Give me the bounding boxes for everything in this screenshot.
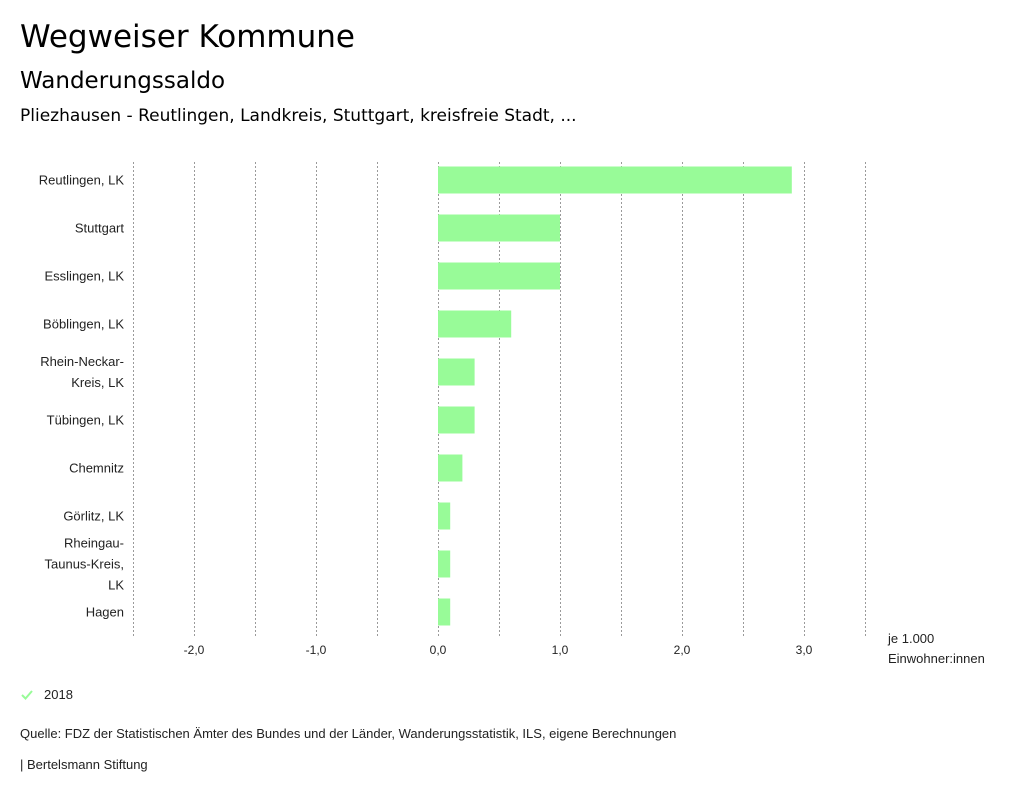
bar[interactable] (438, 454, 463, 482)
category-label: Görlitz, LK (63, 509, 124, 524)
x-axis-tick-labels: -2,0 -1,0 0,0 1,0 2,0 3,0 (184, 643, 813, 657)
grid-lines (133, 162, 866, 636)
credit-note: | Bertelsmann Stiftung (20, 757, 148, 772)
x-tick-label: 1,0 (552, 643, 569, 657)
bar[interactable] (438, 406, 475, 434)
bar-chart: Reutlingen, LK Stuttgart Esslingen, LK Böbl… (39, 162, 866, 657)
bar[interactable] (438, 598, 451, 626)
x-tick-label: 0,0 (430, 643, 447, 657)
check-icon (21, 689, 33, 700)
x-tick-label: -2,0 (184, 643, 205, 657)
category-label: LK (108, 578, 124, 593)
legend-label: 2018 (44, 687, 73, 702)
axis-unit-line-2: Einwohner:innen (888, 651, 985, 666)
bar[interactable] (438, 262, 560, 290)
category-label: Rheingau- (64, 536, 124, 551)
bar[interactable] (438, 166, 792, 194)
bar[interactable] (438, 550, 451, 578)
bar[interactable] (438, 358, 475, 386)
bar[interactable] (438, 310, 512, 338)
chart-subtitle: Wanderungssaldo (20, 68, 226, 94)
axis-unit-label: je 1.000 Einwohner:innen (888, 629, 985, 669)
category-label: Chemnitz (69, 461, 124, 476)
category-label: Böblingen, LK (43, 317, 124, 332)
category-label: Tübingen, LK (47, 413, 125, 428)
category-label: Stuttgart (75, 221, 125, 236)
x-tick-label: 3,0 (796, 643, 813, 657)
category-labels: Reutlingen, LK Stuttgart Esslingen, LK Böbl… (39, 173, 125, 620)
x-tick-label: -1,0 (306, 643, 327, 657)
category-label: Taunus-Kreis, (45, 557, 124, 572)
category-label: Reutlingen, LK (39, 173, 125, 188)
legend-item-2018[interactable]: 2018 (20, 687, 73, 702)
category-label: Esslingen, LK (45, 269, 125, 284)
source-note: Quelle: FDZ der Statistischen Ämter des … (20, 726, 677, 741)
bar[interactable] (438, 502, 451, 530)
category-label: Hagen (86, 605, 124, 620)
category-label: Kreis, LK (71, 375, 124, 390)
page-title: Wegweiser Kommune (20, 19, 355, 55)
bar[interactable] (438, 214, 560, 242)
category-label: Rhein-Neckar- (40, 354, 124, 369)
axis-unit-line-1: je 1.000 (888, 631, 935, 646)
x-tick-label: 2,0 (674, 643, 691, 657)
bars (438, 166, 792, 626)
region-selection-label: Pliezhausen - Reutlingen, Landkreis, Stu… (20, 106, 577, 126)
